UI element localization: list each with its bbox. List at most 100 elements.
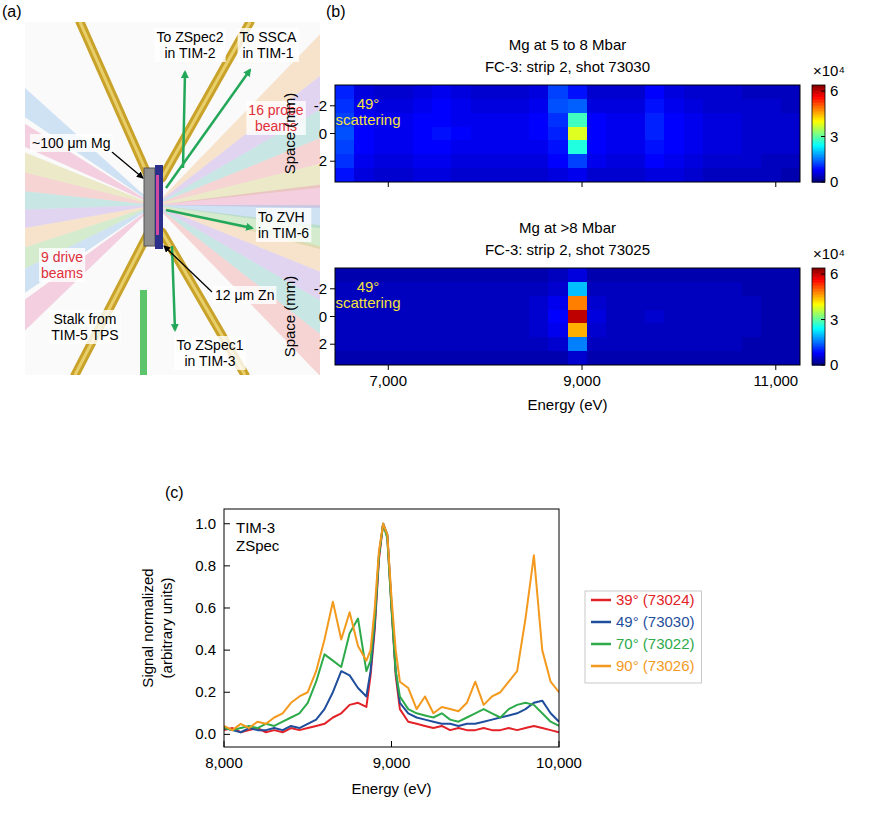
diagram [25,22,320,375]
cell [568,99,588,113]
cell [742,296,762,310]
cell [568,351,588,365]
cell [529,351,549,365]
cell [587,351,607,365]
cell [761,310,781,324]
cell [664,337,684,351]
cell [742,268,762,282]
cell [723,282,743,296]
diagram-text: To ZSpec2 [157,29,224,45]
cell [451,99,471,113]
diagram-text: 12 μm Zn [215,287,274,303]
cell [490,154,510,168]
cell [490,99,510,113]
y-tick [330,288,335,289]
cell [354,154,374,168]
cell [490,337,510,351]
y-tick [224,607,230,608]
cell [393,323,413,337]
x-tick [388,365,389,370]
cell [568,296,588,310]
cell [606,127,626,141]
cell [664,323,684,337]
cell [432,99,452,113]
cell [509,140,529,154]
cell [509,99,529,113]
diagram-text: 9 drive [41,249,83,265]
cell [742,323,762,337]
cell [490,323,510,337]
cell [742,99,762,113]
cell [703,296,723,310]
cell [413,296,433,310]
cell [626,337,646,351]
cell [354,127,374,141]
drive-beam [25,22,155,205]
cell [781,168,800,182]
colorbar-label: ×10⁴ [813,245,845,262]
cell [626,140,646,154]
y-tick-label: 0.6 [195,599,216,616]
cell [606,99,626,113]
x-tick-label: 10,000 [536,754,582,771]
y-axis-title: (arbitrary units) [158,578,175,679]
series-line [224,524,559,730]
cell [781,282,800,296]
x-tick [582,182,583,187]
cell [703,323,723,337]
cell [587,268,607,282]
cell [664,140,684,154]
cell [587,113,607,127]
cell [664,85,684,99]
y-axis-title: Space (mm) [281,276,298,358]
cell [413,113,433,127]
cell [664,99,684,113]
legend-entry: 90° (73026) [616,657,695,674]
cell [781,323,800,337]
cell [723,323,743,337]
cell [742,113,762,127]
cell [723,351,743,365]
cell [354,337,374,351]
cell [451,351,471,365]
cell [761,113,781,127]
y-tick-label: 0 [319,125,327,142]
cell [335,154,355,168]
colorbar-tick [821,182,825,183]
cell [587,140,607,154]
x-tick [224,741,225,747]
cell [335,85,355,99]
cell [490,296,510,310]
y-tick [224,650,230,651]
cell [568,268,588,282]
title: Mg at >8 Mbar [519,219,616,236]
cell [451,296,471,310]
cell [413,168,433,182]
cell [568,323,588,337]
cell [451,127,471,141]
y-tick [330,105,335,106]
y-tick-label: 2 [319,152,327,169]
x-tick [775,182,776,187]
cell [354,351,374,365]
cell [781,85,800,99]
cell [374,154,394,168]
diagram-label: 9 drivebeams [39,248,85,282]
cell [568,337,588,351]
x-tick-label: 9,000 [373,754,411,771]
cell [548,127,568,141]
cell [587,168,607,182]
cell [761,323,781,337]
cell [432,168,452,182]
colorbar-frame [812,268,825,365]
cell [723,113,743,127]
cell [664,268,684,282]
cell [626,113,646,127]
cell [684,154,704,168]
cell [684,168,704,182]
x-tick [775,365,776,370]
cell [568,85,588,99]
cell [509,337,529,351]
cell [432,85,452,99]
cell [335,337,355,351]
